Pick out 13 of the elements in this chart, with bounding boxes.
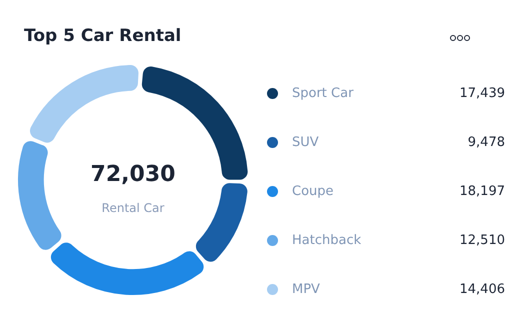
data-label: 18,197 xyxy=(460,184,505,198)
legend-label: MPV xyxy=(292,282,321,296)
text: 72,030 xyxy=(90,162,176,187)
data-label: 14,406 xyxy=(460,282,505,296)
text: Rental Car xyxy=(100,201,166,215)
legend-label: SUV xyxy=(292,134,320,150)
data-label: 12,510 xyxy=(460,232,505,248)
data-label: 17,439 xyxy=(460,86,505,100)
legend-label: Hatchback xyxy=(292,232,362,248)
legend-label: Coupe xyxy=(292,184,335,198)
chart-title: Top 5 Car Rental xyxy=(24,26,182,46)
legend-label: Sport Car xyxy=(292,86,354,100)
data-label: 9,478 xyxy=(468,134,505,150)
